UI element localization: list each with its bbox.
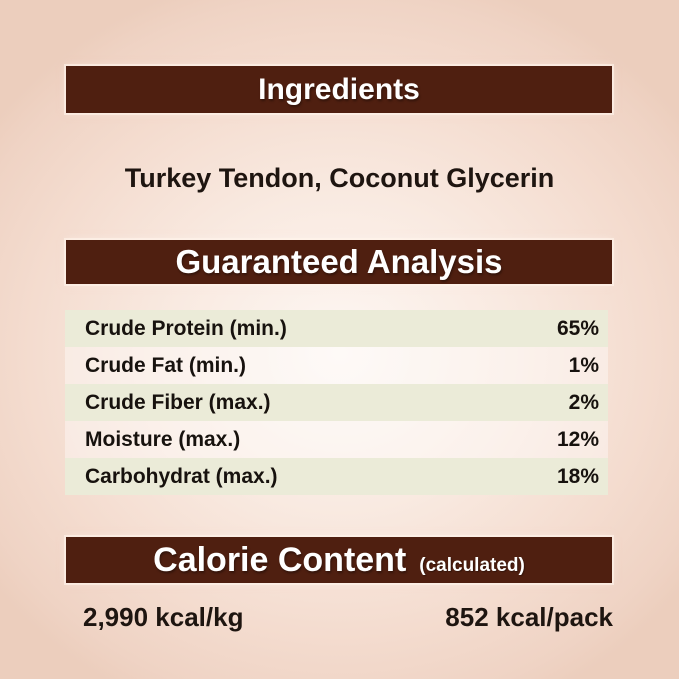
calorie-per-kg-value: 2,990 kcal/kg <box>83 602 244 632</box>
nutrient-label: Moisture (max.) <box>85 427 241 451</box>
nutrient-label: Carbohydrat (max.) <box>85 464 278 488</box>
table-row: Crude Fat (min.) 1% <box>65 347 608 384</box>
guaranteed-analysis-table: Crude Protein (min.) 65% Crude Fat (min.… <box>65 310 608 495</box>
nutrient-value: 18% <box>556 464 599 488</box>
table-row: Carbohydrat (max.) 18% <box>65 458 608 495</box>
nutrient-value: 65% <box>556 316 599 340</box>
calorie-content-header-group: Calorie Content (calculated) <box>153 541 525 580</box>
nutrient-label: Crude Fiber (max.) <box>85 390 271 414</box>
nutrient-value: 2% <box>568 390 599 414</box>
guaranteed-analysis-header-title: Guaranteed Analysis <box>175 243 503 280</box>
calorie-per-pack-value: 852 kcal/pack <box>445 602 613 632</box>
calorie-content-header-title: Calorie Content <box>153 540 407 579</box>
table-row: Moisture (max.) 12% <box>65 421 608 458</box>
guaranteed-analysis-header-bar: Guaranteed Analysis <box>66 240 612 284</box>
ingredients-header-title: Ingredients <box>258 72 420 106</box>
calorie-values-row: 2,990 kcal/kg 852 kcal/pack <box>66 602 613 632</box>
ingredients-list-text: Turkey Tendon, Coconut Glycerin <box>124 163 555 193</box>
calorie-content-header-bar: Calorie Content (calculated) <box>66 537 612 583</box>
nutrient-label: Crude Fat (min.) <box>85 353 246 377</box>
table-row: Crude Fiber (max.) 2% <box>65 384 608 421</box>
table-row: Crude Protein (min.) 65% <box>65 310 608 347</box>
nutrient-label: Crude Protein (min.) <box>85 316 287 340</box>
nutrient-value: 1% <box>568 353 599 377</box>
ingredients-header-bar: Ingredients <box>66 66 612 113</box>
calorie-content-calculated-note: (calculated) <box>419 554 525 576</box>
nutrient-value: 12% <box>556 427 599 451</box>
